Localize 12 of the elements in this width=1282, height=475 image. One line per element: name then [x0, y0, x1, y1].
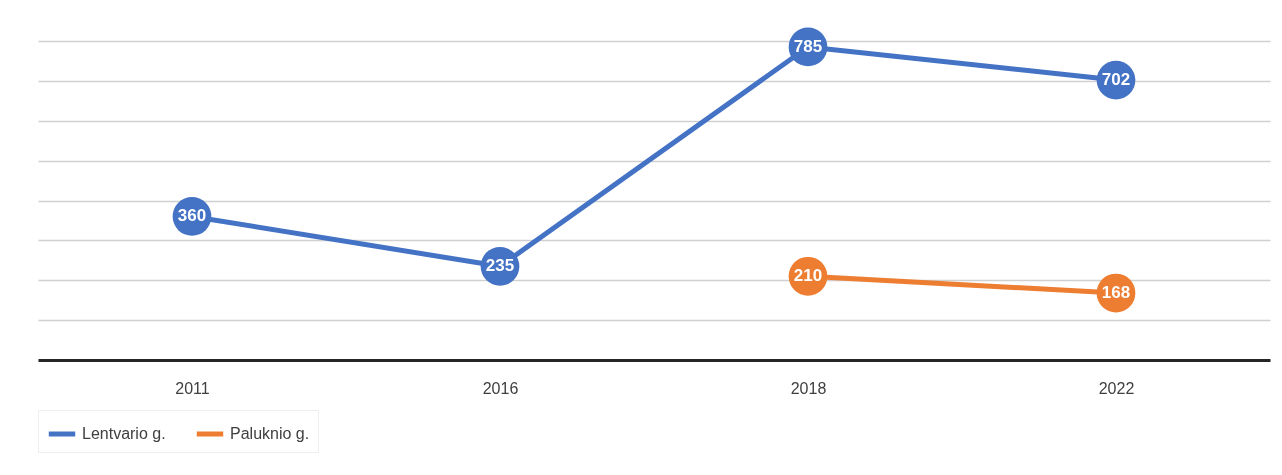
data-label: 360: [177, 206, 207, 226]
x-tick-label: 2022: [1098, 379, 1135, 397]
data-label: 702: [1101, 70, 1131, 90]
x-tick-label: 2016: [482, 379, 519, 397]
data-label: 235: [485, 256, 515, 276]
legend-label: Lentvario g.: [82, 425, 166, 442]
data-label: 785: [793, 36, 823, 56]
x-tick-label: 2018: [790, 379, 827, 397]
x-tick-label: 2011: [175, 379, 210, 397]
data-label: 210: [793, 266, 823, 286]
data-label: 168: [1101, 283, 1131, 303]
legend-label: Paluknio g.: [230, 425, 310, 442]
